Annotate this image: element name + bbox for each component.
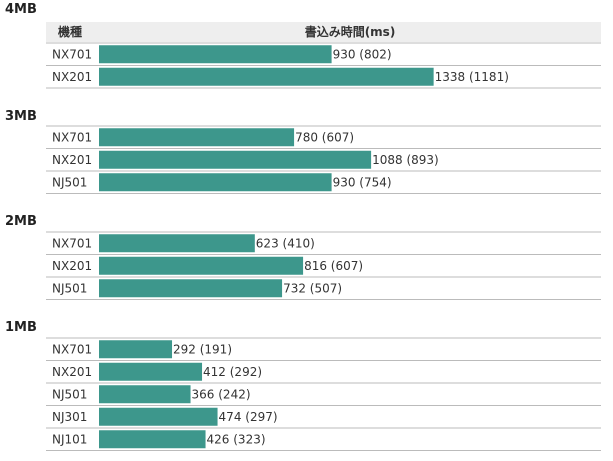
data-label: 816 (607): [304, 259, 363, 273]
bar: [99, 173, 332, 192]
group-3mb: 3MB NX701 780 (607) NX201 1088 (893) NJ501 930…: [5, 109, 601, 194]
bar: [99, 385, 191, 404]
data-label: 426 (323): [207, 432, 266, 446]
data-label: 623 (410): [256, 236, 315, 250]
bar: [99, 150, 372, 169]
bar: [99, 128, 295, 147]
data-label: 474 (297): [219, 410, 278, 424]
data-label: 412 (292): [203, 365, 262, 379]
row-label: NJ101: [52, 432, 87, 446]
group-2mb: 2MB NX701 623 (410) NX201 816 (607) NJ501 732 …: [5, 214, 601, 300]
bar: [99, 340, 173, 359]
row-label: NX201: [52, 365, 92, 379]
bar: [99, 67, 434, 86]
row-label: NJ501: [52, 175, 87, 189]
data-label: 1338 (1181): [435, 70, 509, 84]
bar: [99, 407, 218, 426]
data-label: 930 (754): [333, 175, 392, 189]
bar: [99, 279, 283, 298]
header-time-label: 書込み時間(ms): [305, 24, 396, 39]
group-title: 4MB: [5, 2, 37, 17]
data-label: 930 (802): [333, 47, 392, 61]
row-label: NJ501: [52, 387, 87, 401]
row-label: NX201: [52, 153, 92, 167]
row-label: NX701: [52, 47, 92, 61]
row-label: NX201: [52, 70, 92, 84]
bar: [99, 234, 255, 253]
row-label: NJ301: [52, 410, 87, 424]
bar: [99, 362, 203, 381]
chart-groups: 4MB NX701 930 (802) NX201 1338 (1181) 3MB NX70…: [5, 2, 601, 451]
bar: [99, 45, 332, 64]
group-1mb: 1MB NX701 292 (191) NX201 412 (292) NJ501 366 …: [5, 320, 601, 451]
group-title: 1MB: [5, 320, 37, 335]
group-4mb: 4MB NX701 930 (802) NX201 1338 (1181): [5, 2, 601, 89]
data-label: 366 (242): [192, 387, 251, 401]
row-label: NX701: [52, 236, 92, 250]
bar: [99, 430, 206, 449]
data-label: 732 (507): [283, 281, 342, 295]
bar: [99, 256, 304, 275]
data-label: 1088 (893): [372, 153, 439, 167]
row-label: NX701: [52, 130, 92, 144]
group-title: 2MB: [5, 214, 37, 229]
header-model-label: 機種: [58, 24, 82, 39]
group-title: 3MB: [5, 109, 37, 124]
row-label: NJ501: [52, 281, 87, 295]
data-label: 292 (191): [173, 342, 232, 356]
data-label: 780 (607): [295, 130, 354, 144]
row-label: NX201: [52, 259, 92, 273]
header-background: [46, 22, 601, 42]
row-label: NX701: [52, 342, 92, 356]
